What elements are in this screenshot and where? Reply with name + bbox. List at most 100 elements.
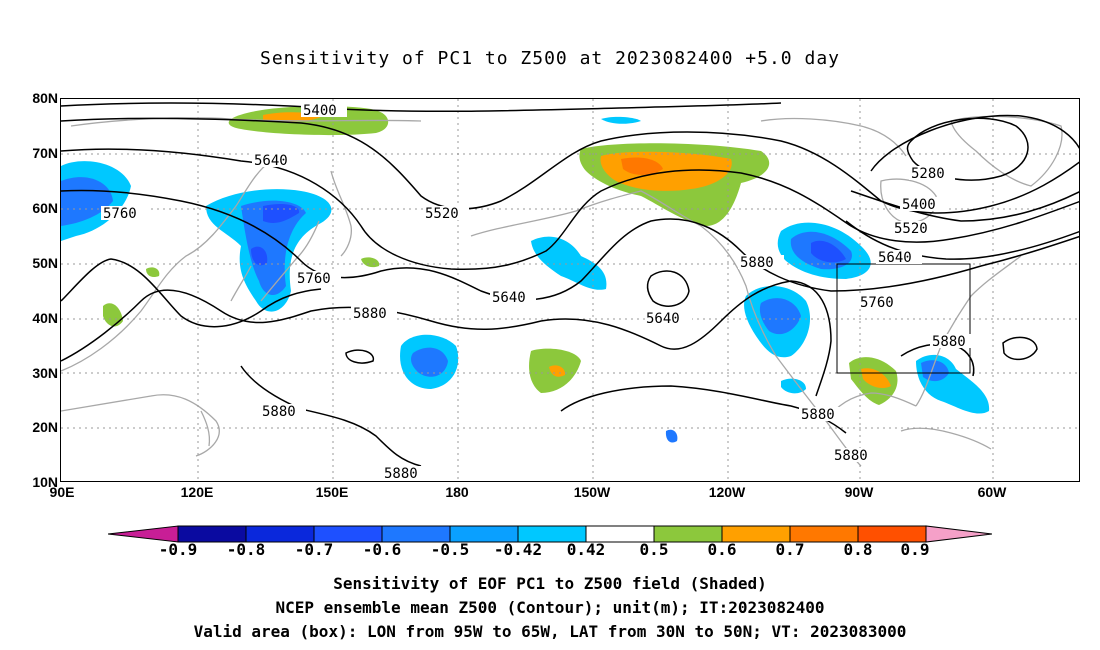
contour-5880-main (61, 280, 832, 397)
colorbar-label-4: -0.6 (362, 540, 402, 559)
coastline-asia-east (61, 160, 272, 372)
contour-label-5880-northamerica: 5880 (740, 255, 774, 271)
lat-label-10n: 10N (32, 474, 58, 490)
contour-label-5400-arctic: 5400 (303, 103, 337, 119)
lat-label-40n: 40N (32, 310, 58, 326)
positive-shading-kamchatka (361, 257, 380, 268)
colorbar-label-9: 0.6 (707, 540, 737, 559)
shading-layer (61, 106, 990, 443)
negative-shading-gulf-alaska (531, 236, 607, 290)
coastline-greenland (950, 115, 1063, 187)
coastline-siberia-north (70, 117, 422, 127)
colorbar-label-3: -0.7 (294, 540, 334, 559)
footer-line-3: Valid area (box): LON from 95W to 65W, L… (193, 622, 907, 641)
coastline-kamchatka (330, 170, 352, 257)
colorbar-label-1: -0.9 (158, 540, 198, 559)
contour-arctic-5400 (61, 102, 782, 113)
chart-title: Sensitivity of PC1 to Z500 at 2023082400… (259, 48, 840, 69)
contour-5760-north (61, 189, 1079, 301)
negative-shading-atlantic-coast-core (921, 360, 949, 382)
contour-label-5640-west: 5640 (254, 153, 288, 169)
map-canvas: 5400 5280 5400 5520 5640 5640 5520 5760 … (61, 99, 1079, 482)
lon-label-150w: 150W (573, 484, 611, 500)
negative-shading-japan-inner (251, 203, 300, 266)
positive-shading-alaska-core (621, 157, 663, 175)
colorbar-label-6: -0.42 (493, 540, 543, 559)
colorbar-label-2: -0.8 (226, 540, 266, 559)
negative-shading-west-pacific-core (61, 177, 113, 226)
contour-label-5760-east: 5760 (860, 295, 894, 311)
coastline-japan (260, 220, 320, 302)
colorbar-label-5: -0.5 (430, 540, 470, 559)
contour-5760-closed-pacific (646, 270, 690, 307)
footer-line-1: Sensitivity of EOF PC1 to Z500 field (Sh… (333, 574, 767, 593)
positive-shading-central-pacific-core (549, 365, 566, 377)
lat-label-60n: 60N (32, 200, 58, 216)
contour-5880-closed-pacific (345, 349, 375, 364)
coastline-korea (230, 265, 252, 302)
colorbar-label-10: 0.7 (775, 540, 805, 559)
contour-label-5880-atlantic: 5880 (932, 334, 966, 350)
contour-label-5280: 5280 (911, 166, 945, 182)
colorbar-label-7: 0.42 (566, 540, 606, 559)
colorbar-label-11: 0.8 (843, 540, 873, 559)
coastline-alaska (470, 190, 702, 237)
map-panel: 5400 5280 5400 5520 5640 5640 5520 5760 … (60, 98, 1080, 482)
contour-5640-east (845, 220, 1079, 260)
negative-shading-canada-west-inner (811, 240, 846, 263)
lon-label-120w: 120W (708, 484, 746, 500)
footer-line-2: NCEP ensemble mean Z500 (Contour); unit(… (275, 598, 825, 617)
contour-5880-south (240, 365, 422, 467)
positive-shading-tibet (103, 303, 123, 327)
contour-label-5880-mexico: 5880 (801, 407, 835, 423)
negative-shading-mexico (781, 378, 806, 394)
contour-5520-east (850, 190, 1079, 222)
contour-5400-east (870, 114, 1079, 172)
lon-label-60w: 60W (977, 484, 1007, 500)
coastline-north-america-west (700, 225, 862, 467)
contour-label-5880-caribbean: 5880 (834, 448, 868, 464)
negative-shading-california-core (759, 298, 801, 335)
contour-label-5760-pacific-east: 5640 (646, 311, 680, 327)
contour-label-5760-japan: 5760 (297, 271, 331, 287)
lat-label-30n: 30N (32, 365, 58, 381)
colorbar-high-triangle (925, 525, 992, 543)
positive-shading-mongolia (146, 267, 160, 278)
contour-5760-west (61, 258, 322, 328)
lon-label-180: 180 (445, 484, 469, 500)
coastline-layer (61, 115, 1063, 467)
lat-label-20n: 20N (32, 419, 58, 435)
coastline-philippines (200, 410, 211, 447)
colorbar-label-12: 0.9 (900, 540, 930, 559)
coastline-canada-arctic (760, 117, 907, 157)
contour-label-5880-pacific: 5880 (353, 306, 387, 322)
coastline-caribbean (900, 427, 992, 450)
coastline-china-south (61, 394, 220, 457)
colorbar-label-8: 0.5 (639, 540, 669, 559)
contour-5640-north (61, 148, 1079, 271)
lon-label-90w: 90W (844, 484, 874, 500)
contour-layer (61, 102, 1079, 467)
negative-shading-north-pacific-small (601, 116, 641, 124)
lat-label-50n: 50N (32, 255, 58, 271)
lon-label-90e: 90E (49, 484, 75, 500)
lat-label-70n: 70N (32, 145, 58, 161)
negative-shading-mid-pacific-core (411, 347, 448, 377)
contour-label-5640-east: 5640 (878, 250, 912, 266)
lon-label-120e: 120E (180, 484, 214, 500)
contour-label-5400-east: 5400 (902, 197, 936, 213)
contour-label-5760-west: 5760 (103, 206, 137, 222)
contour-label-5520-east: 5520 (894, 221, 928, 237)
lon-label-150e: 150E (315, 484, 349, 500)
negative-shading-east-pacific-small (665, 429, 678, 443)
contour-label-layer: 5400 5280 5400 5520 5640 5640 5520 5760 … (101, 103, 976, 482)
contour-label-5640-pacific: 5640 (492, 290, 526, 306)
contour-label-5520-pacific: 5520 (425, 206, 459, 222)
negative-shading-japan-core (241, 200, 306, 296)
colorbar (108, 525, 992, 543)
contour-small-east (1002, 336, 1038, 361)
contour-label-5880-tropics: 5880 (384, 466, 418, 482)
contour-label-5880-south-pacific: 5880 (262, 404, 296, 420)
lat-label-80n: 80N (32, 90, 58, 106)
contour-5520-north (61, 117, 1079, 214)
